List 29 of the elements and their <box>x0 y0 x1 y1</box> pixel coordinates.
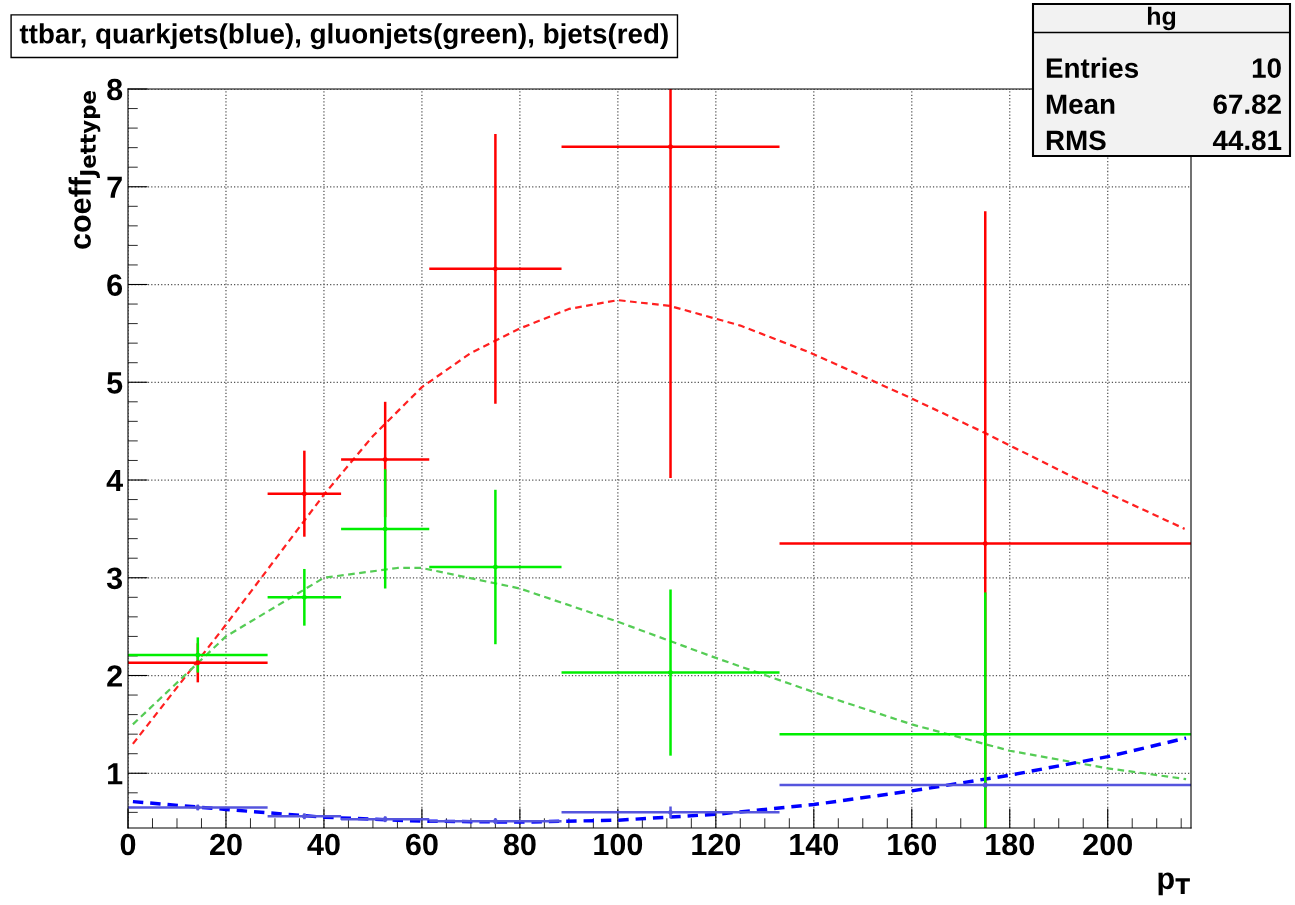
y-tick-label: 3 <box>106 567 123 590</box>
x-tick-label: 0 <box>120 833 136 856</box>
x-tick-label: 140 <box>790 833 839 856</box>
y-tick-label: 1 <box>108 763 123 785</box>
x-tick-label: 100 <box>594 833 643 856</box>
y-tick-label: 7 <box>107 176 122 198</box>
annotation: Mean <box>1046 94 1115 115</box>
text: Entries <box>1046 57 1139 78</box>
x-tick-label: 80 <box>503 833 536 856</box>
x-tick-label: 120 <box>692 833 741 856</box>
x-tick-label: 20 <box>210 833 242 856</box>
y-tick-label: 4 <box>106 470 123 492</box>
x-tick-label: 180 <box>986 833 1034 856</box>
x-tick-label: 200 <box>1083 833 1132 856</box>
x-tick-label: 40 <box>307 833 340 856</box>
text: 67.82 <box>1213 94 1281 115</box>
annotation: RMS <box>1046 130 1106 151</box>
y-tick-label: 2 <box>107 665 122 687</box>
y-tick-label: 8 <box>107 78 123 101</box>
y-tick-label: 5 <box>107 372 123 394</box>
text: 44.81 <box>1212 130 1282 151</box>
x-axis-title: p$_{T}$ <box>1158 872 1190 896</box>
text: 10 <box>1252 58 1281 78</box>
text: hg <box>1147 6 1176 31</box>
chart-title: ttbar, quarkjets(blue), gluonjets(green), bjets(red) <box>19 23 668 50</box>
y-axis-title: coeff$_{Jettype}$ <box>68 91 101 249</box>
y-tick-label: 6 <box>107 274 123 296</box>
x-tick-label: 160 <box>888 833 937 856</box>
x-tick-label: 60 <box>406 833 438 856</box>
